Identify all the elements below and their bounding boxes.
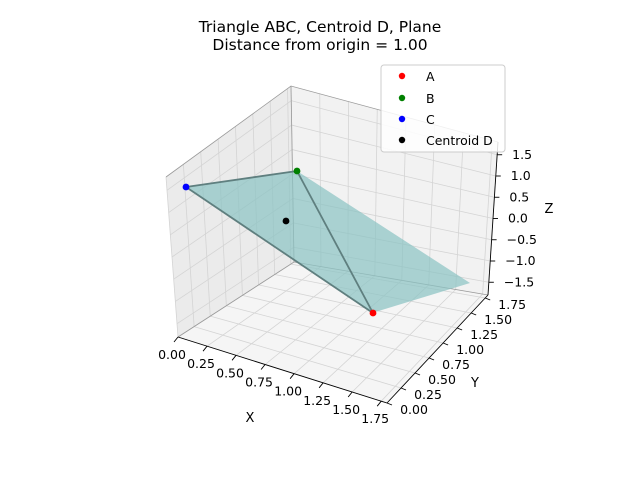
z-tick-label: 1.0 bbox=[511, 168, 531, 183]
y-axis-label: Y bbox=[470, 376, 479, 391]
z-tick-label: 0.0 bbox=[508, 211, 528, 226]
legend-marker-c bbox=[398, 115, 406, 123]
y-gridline bbox=[193, 326, 402, 389]
y-gridline bbox=[242, 294, 444, 344]
x-tick-label: 0.75 bbox=[245, 375, 273, 390]
x-tick bbox=[318, 382, 324, 389]
x-tick bbox=[289, 373, 295, 379]
y-tick bbox=[414, 372, 421, 376]
x-tick-label: 0.50 bbox=[216, 365, 244, 380]
legend-marker-centroid-d bbox=[398, 136, 406, 144]
y-tick-label: 0.25 bbox=[414, 387, 442, 402]
chart-subtitle: Distance from origin = 1.00 bbox=[212, 36, 427, 54]
x-tick-label: 1.25 bbox=[303, 393, 331, 408]
y-tick-label: 0.50 bbox=[428, 372, 456, 387]
y-tick bbox=[386, 402, 393, 406]
point-a bbox=[369, 309, 377, 317]
x-tick-label: 0.00 bbox=[158, 347, 186, 362]
y-tick-label: 1.75 bbox=[498, 297, 526, 312]
legend-label-b: B bbox=[426, 91, 435, 106]
point-b bbox=[293, 167, 301, 175]
y-tick-label: 0.75 bbox=[442, 357, 470, 372]
y-tick-label: 1.50 bbox=[484, 312, 512, 327]
x-tick bbox=[173, 336, 179, 343]
x-tick bbox=[347, 391, 353, 398]
z-tick-label: 0.5 bbox=[509, 189, 529, 204]
legend-marker-b bbox=[398, 94, 406, 102]
z-tick-label: −1.5 bbox=[504, 274, 534, 289]
x-tick bbox=[231, 355, 237, 361]
y-tick bbox=[456, 327, 463, 331]
point-centroid-d bbox=[282, 217, 290, 225]
y-tick bbox=[428, 357, 435, 361]
x-tick-label: 1.50 bbox=[332, 402, 360, 417]
chart-title: Triangle ABC, Centroid D, Plane bbox=[198, 18, 442, 36]
y-tick-label: 1.00 bbox=[456, 342, 484, 357]
legend-marker-a bbox=[398, 72, 406, 80]
y-gridline bbox=[210, 315, 416, 374]
z-tick-label: −1.0 bbox=[505, 253, 535, 268]
x-tick bbox=[202, 345, 208, 352]
edge-ca bbox=[185, 186, 374, 314]
triangle-abc bbox=[185, 170, 374, 314]
z-tick-label: −0.5 bbox=[507, 232, 537, 247]
x-tick-label: 1.75 bbox=[361, 411, 389, 426]
x-tick-label: 1.00 bbox=[274, 384, 302, 399]
x-tick bbox=[260, 364, 266, 370]
y-tick bbox=[442, 342, 449, 346]
x-tick-label: 0.25 bbox=[187, 356, 215, 371]
y-gridline bbox=[258, 284, 458, 329]
y-tick bbox=[400, 387, 407, 391]
y-tick-label: 0.00 bbox=[400, 402, 428, 417]
plane-surface bbox=[186, 171, 470, 313]
edge-ab bbox=[296, 170, 374, 314]
legend: A B C Centroid D bbox=[380, 64, 506, 153]
y-tick-label: 1.25 bbox=[470, 327, 498, 342]
x-axis-label: X bbox=[246, 411, 255, 426]
edge-bc bbox=[185, 170, 298, 188]
legend-label-centroid-d: Centroid D bbox=[426, 133, 493, 148]
axis-ticks: 0.000.250.500.751.001.251.501.750.000.25… bbox=[158, 147, 537, 426]
point-c bbox=[182, 183, 190, 191]
y-tick bbox=[470, 312, 477, 316]
legend-label-a: A bbox=[426, 69, 435, 84]
z-tick-label: 1.5 bbox=[512, 147, 532, 162]
z-axis-label: Z bbox=[545, 202, 554, 217]
legend-label-c: C bbox=[426, 112, 435, 127]
legend-box bbox=[380, 64, 506, 153]
y-gridline bbox=[226, 305, 430, 359]
x-tick bbox=[376, 400, 382, 407]
y-tick bbox=[485, 297, 491, 301]
